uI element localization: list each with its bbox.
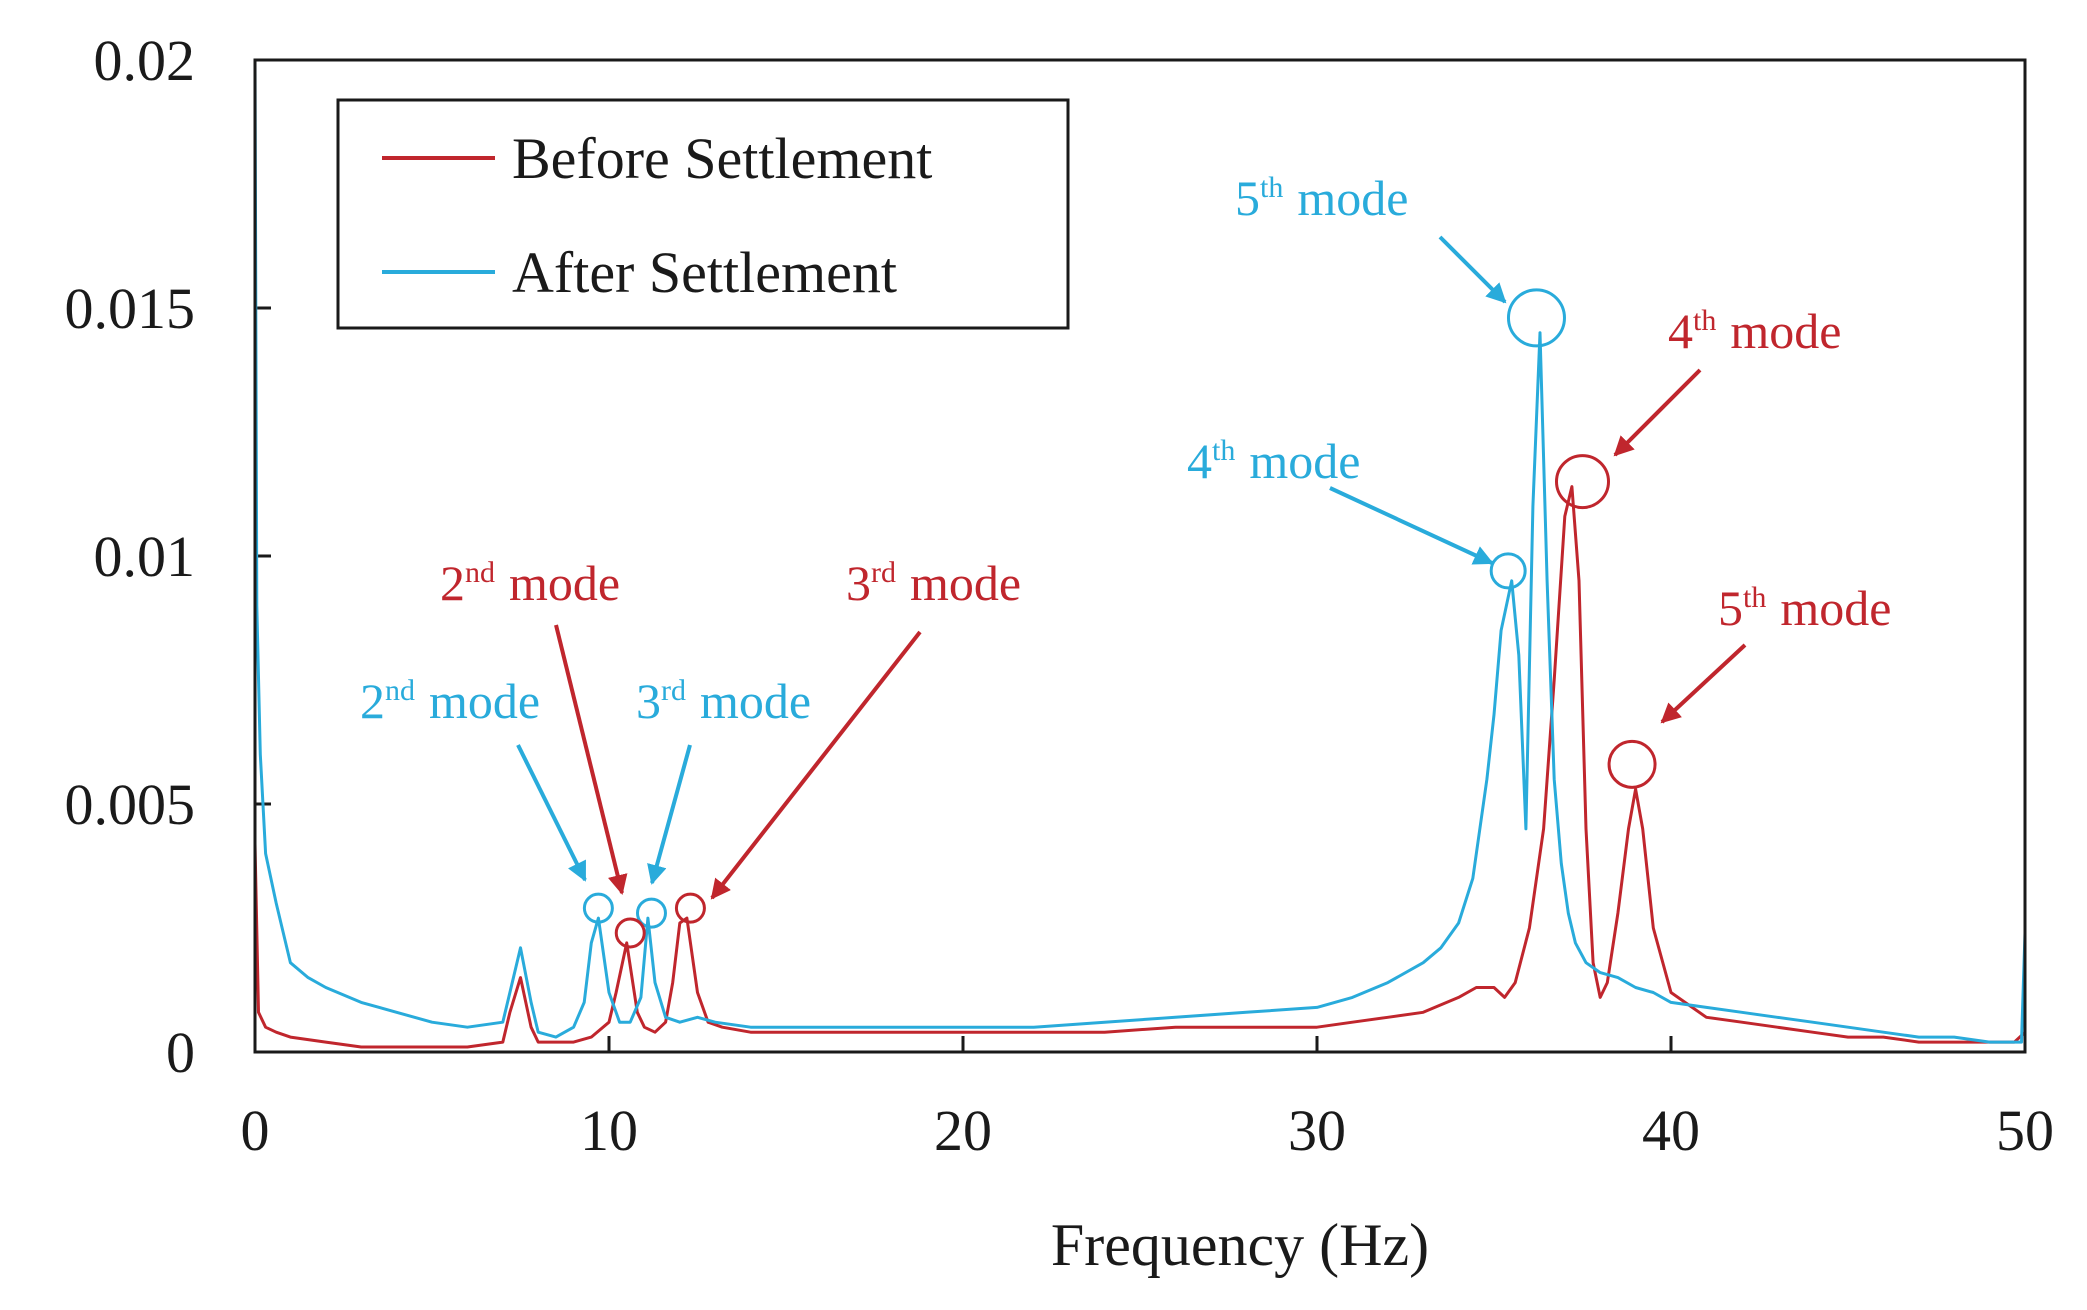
annotation-label-before-5: 5th mode: [1718, 580, 1891, 636]
peak-marker-after-5: [1506, 288, 1566, 348]
y-tick-label: 0: [166, 1020, 195, 1085]
annotation-arrow-after-2: [516, 744, 587, 882]
y-tick-label: 0.01: [94, 524, 196, 589]
annotation-mode-text: mode: [509, 555, 620, 611]
legend-label-before-settlement: Before Settlement: [512, 126, 932, 191]
annotation-ordinal: 4: [1668, 303, 1693, 359]
series-line-after-settlement: [253, 59, 2027, 1044]
annotation-mode-text: mode: [1780, 580, 1891, 636]
x-tick-label: 10: [580, 1098, 638, 1163]
annotation-label-after-4: 4th mode: [1187, 433, 1360, 489]
x-tick-label: 30: [1288, 1098, 1346, 1163]
annotation-mode-text: mode: [429, 673, 540, 729]
annotation-arrow-before-2: [554, 624, 628, 895]
annotation-label-before-2: 2nd mode: [440, 555, 620, 611]
plot-frame: [253, 58, 2027, 1054]
annotation-ordinal-suffix: rd: [871, 556, 896, 589]
series-line-before-settlement: [253, 485, 2027, 1049]
y-tick-label: 0.005: [65, 772, 196, 837]
series-layer: [253, 59, 2027, 1049]
annotation-label-after-5: 5th mode: [1235, 170, 1408, 226]
annotation-label-after-3: 3rd mode: [636, 673, 811, 729]
peak-marker-before-5: [1607, 739, 1657, 789]
annotation-ordinal-suffix: th: [1743, 581, 1766, 614]
annotation-arrow-after-5: [1438, 235, 1507, 304]
annotation-ordinal-suffix: th: [1260, 171, 1283, 204]
annotation-mode-text: mode: [910, 555, 1021, 611]
x-tick-label: 0: [241, 1098, 270, 1163]
annotation-arrow-before-4: [1613, 368, 1702, 457]
legend-label-after-settlement: After Settlement: [512, 240, 897, 305]
annotation-mode-text: mode: [1249, 433, 1360, 489]
legend-box: [336, 98, 1070, 330]
annotation-ordinal-suffix: nd: [385, 674, 415, 707]
annotation-ordinal: 5: [1718, 580, 1743, 636]
annotation-label-after-2: 2nd mode: [360, 673, 540, 729]
annotation-ordinal: 3: [846, 555, 871, 611]
annotation-ordinal: 3: [636, 673, 661, 729]
x-axis-title: Frequency (Hz): [1051, 1212, 1429, 1278]
annotation-ordinal: 4: [1187, 433, 1212, 489]
annotation-arrow-before-3: [710, 630, 922, 900]
annotation-mode-text: mode: [1730, 303, 1841, 359]
annotation-mode-text: mode: [700, 673, 811, 729]
annotation-mode-text: mode: [1297, 170, 1408, 226]
annotation-ordinal: 5: [1235, 170, 1260, 226]
y-axis: 0 0.005 0.01 0.015 0.02: [65, 28, 271, 1085]
peak-marker-before-3: [674, 892, 706, 924]
y-tick-label: 0.02: [94, 28, 196, 93]
legend: Before Settlement After Settlement: [336, 98, 1070, 330]
x-tick-label: 50: [1996, 1098, 2054, 1163]
annotation-label-before-3: 3rd mode: [846, 555, 1021, 611]
annotation-label-before-4: 4th mode: [1668, 303, 1841, 359]
annotation-arrow-after-4: [1329, 486, 1494, 565]
peak-marker-after-3: [635, 897, 667, 929]
x-tick-label: 20: [934, 1098, 992, 1163]
annotation-ordinal: 2: [440, 555, 465, 611]
peak-marker-before-2: [614, 917, 646, 949]
annotation-ordinal-suffix: nd: [465, 556, 495, 589]
annotation-arrow-before-5: [1660, 643, 1747, 724]
annotation-ordinal-suffix: th: [1212, 434, 1235, 467]
annotation-ordinal-suffix: th: [1693, 304, 1716, 337]
annotation-ordinal: 2: [360, 673, 385, 729]
y-tick-label: 0.015: [65, 276, 196, 341]
x-axis: 0 10 20 30 40 50: [241, 1036, 2054, 1163]
peak-marker-before-4: [1555, 454, 1610, 510]
x-tick-label: 40: [1642, 1098, 1700, 1163]
peak-marker-after-2: [582, 892, 614, 924]
annotation-arrow-after-3: [647, 744, 692, 885]
peak-marker-after-4: [1489, 552, 1527, 590]
annotation-ordinal-suffix: rd: [661, 674, 686, 707]
